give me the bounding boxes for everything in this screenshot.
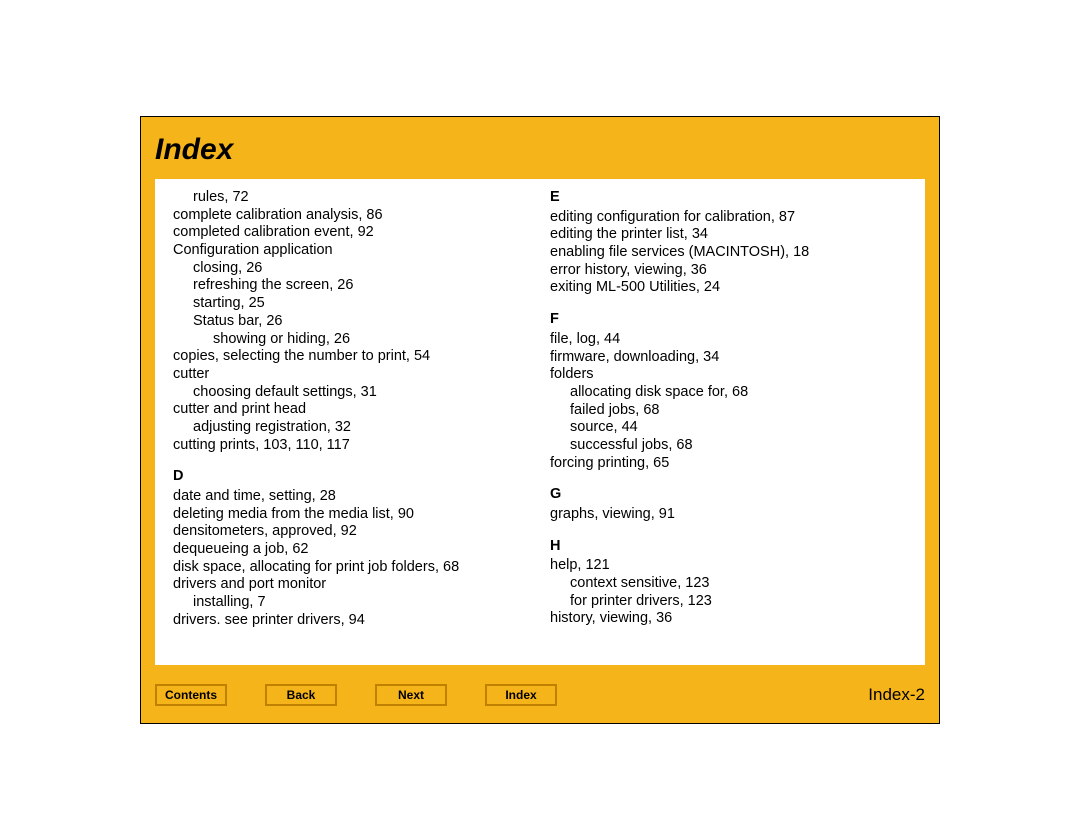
index-entry[interactable]: allocating disk space for, 68 [550, 384, 907, 402]
index-entry[interactable]: failed jobs, 68 [550, 402, 907, 420]
index-entry[interactable]: error history, viewing, 36 [550, 262, 907, 280]
index-entry[interactable]: starting, 25 [173, 295, 530, 313]
index-entry[interactable]: cutting prints, 103, 110, 117 [173, 437, 530, 455]
index-entry[interactable]: successful jobs, 68 [550, 437, 907, 455]
back-button[interactable]: Back [265, 684, 337, 706]
page-frame: Index rules, 72complete calibration anal… [140, 116, 940, 724]
index-letter[interactable]: G [550, 486, 907, 504]
index-letter[interactable]: D [173, 468, 530, 486]
index-button[interactable]: Index [485, 684, 557, 706]
index-entry[interactable]: editing configuration for calibration, 8… [550, 209, 907, 227]
index-entry[interactable]: Configuration application [173, 242, 530, 260]
index-entry[interactable]: forcing printing, 65 [550, 455, 907, 473]
index-entry[interactable]: densitometers, approved, 92 [173, 523, 530, 541]
index-letter[interactable]: E [550, 189, 907, 207]
index-entry[interactable]: folders [550, 366, 907, 384]
index-entry[interactable]: enabling file services (MACINTOSH), 18 [550, 244, 907, 262]
contents-button[interactable]: Contents [155, 684, 227, 706]
index-letter[interactable]: H [550, 538, 907, 556]
index-entry[interactable]: cutter and print head [173, 401, 530, 419]
index-entry[interactable]: firmware, downloading, 34 [550, 349, 907, 367]
index-entry[interactable]: editing the printer list, 34 [550, 226, 907, 244]
index-columns: rules, 72complete calibration analysis, … [173, 189, 907, 655]
index-entry[interactable]: complete calibration analysis, 86 [173, 207, 530, 225]
index-entry[interactable]: source, 44 [550, 419, 907, 437]
index-entry[interactable]: for printer drivers, 123 [550, 593, 907, 611]
nav-bar: Contents Back Next Index Index-2 [155, 681, 925, 709]
index-entry[interactable]: closing, 26 [173, 260, 530, 278]
index-entry[interactable]: dequeueing a job, 62 [173, 541, 530, 559]
index-entry[interactable]: cutter [173, 366, 530, 384]
index-entry[interactable]: completed calibration event, 92 [173, 224, 530, 242]
index-entry[interactable]: graphs, viewing, 91 [550, 506, 907, 524]
index-entry[interactable]: choosing default settings, 31 [173, 384, 530, 402]
index-entry[interactable]: adjusting registration, 32 [173, 419, 530, 437]
index-entry[interactable]: date and time, setting, 28 [173, 488, 530, 506]
index-entry[interactable]: showing or hiding, 26 [173, 331, 530, 349]
index-entry[interactable]: drivers and port monitor [173, 576, 530, 594]
content-area: rules, 72complete calibration analysis, … [155, 179, 925, 665]
page-title: Index [155, 133, 233, 167]
index-entry[interactable]: refreshing the screen, 26 [173, 277, 530, 295]
index-entry[interactable]: disk space, allocating for print job fol… [173, 559, 530, 577]
index-entry[interactable]: context sensitive, 123 [550, 575, 907, 593]
index-entry[interactable]: exiting ML-500 Utilities, 24 [550, 279, 907, 297]
index-entry[interactable]: history, viewing, 36 [550, 610, 907, 628]
index-entry[interactable]: copies, selecting the number to print, 5… [173, 348, 530, 366]
index-entry[interactable]: file, log, 44 [550, 331, 907, 349]
index-column-right: Eediting configuration for calibration, … [550, 189, 907, 655]
next-button[interactable]: Next [375, 684, 447, 706]
index-entry[interactable]: Status bar, 26 [173, 313, 530, 331]
page-number: Index-2 [868, 685, 925, 705]
index-entry[interactable]: installing, 7 [173, 594, 530, 612]
index-entry[interactable]: rules, 72 [173, 189, 530, 207]
index-entry[interactable]: help, 121 [550, 557, 907, 575]
index-column-left: rules, 72complete calibration analysis, … [173, 189, 530, 655]
index-letter[interactable]: F [550, 311, 907, 329]
index-entry[interactable]: drivers. see printer drivers, 94 [173, 612, 530, 630]
index-entry[interactable]: deleting media from the media list, 90 [173, 506, 530, 524]
